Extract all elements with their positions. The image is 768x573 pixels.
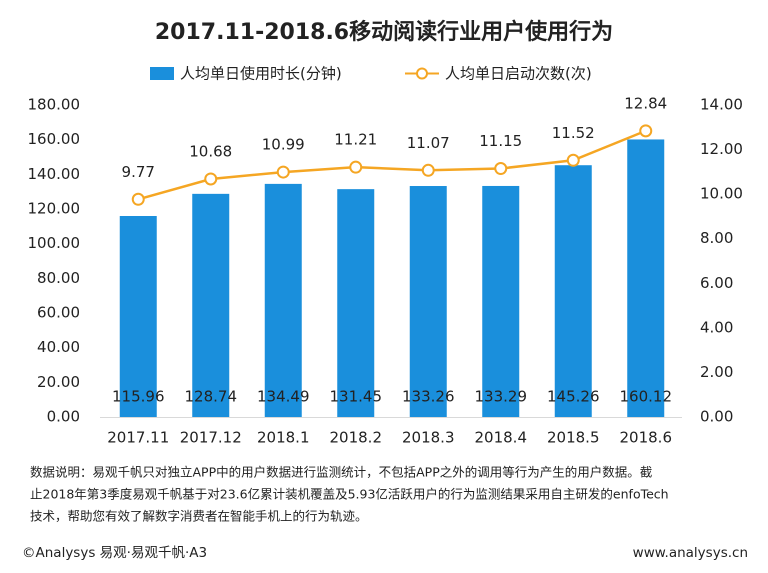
y-tick-label: 120.00 <box>28 200 81 218</box>
data-label: 11.52 <box>552 124 595 142</box>
y2-tick-label: 8.00 <box>700 229 733 247</box>
legend-label: 人均单日启动次数(次) <box>445 65 592 83</box>
website: www.analysys.cn <box>633 545 748 561</box>
line-point <box>421 163 435 177</box>
y-tick-label: 20.00 <box>37 373 80 391</box>
legend-swatch <box>150 67 174 80</box>
y2-tick-label: 6.00 <box>700 274 733 292</box>
y-tick-label: 0.00 <box>47 408 80 426</box>
y-tick-label: 100.00 <box>28 234 81 252</box>
bar <box>337 189 375 417</box>
line-point <box>204 172 218 186</box>
line-point <box>131 192 145 206</box>
x-tick-label: 2018.6 <box>620 429 673 447</box>
line-point <box>494 162 508 176</box>
y2-tick-label: 2.00 <box>700 363 733 381</box>
data-label: 115.96 <box>112 388 165 406</box>
data-label: 11.21 <box>334 131 377 149</box>
data-label: 145.26 <box>547 388 600 406</box>
bar <box>192 193 230 417</box>
x-tick-label: 2018.3 <box>402 429 455 447</box>
x-tick-label: 2018.5 <box>547 429 600 447</box>
line <box>137 129 647 201</box>
x-tick-label: 2017.11 <box>107 429 169 447</box>
y2-tick-label: 4.00 <box>700 318 733 336</box>
data-label: 134.49 <box>257 388 310 406</box>
x-tick-label: 2017.12 <box>180 429 242 447</box>
legend-label: 人均单日使用时长(分钟) <box>180 65 342 83</box>
y-tick-label: 80.00 <box>37 269 80 287</box>
data-label: 131.45 <box>330 388 383 406</box>
y2-tick-label: 14.00 <box>700 96 743 114</box>
line-point <box>639 124 653 138</box>
y2-tick-label: 12.00 <box>700 140 743 158</box>
source: ©Analysys 易观·易观千帆·A3 <box>22 545 207 561</box>
footnote: 数据说明：易观千帆只对独立APP中的用户数据进行监测统计，不包括APP之外的调用… <box>30 465 652 480</box>
x-tick-label: 2018.2 <box>330 429 383 447</box>
y-tick-label: 160.00 <box>28 130 81 148</box>
y2-tick-label: 0.00 <box>700 408 733 426</box>
y-tick-label: 180.00 <box>28 96 81 114</box>
data-label: 133.29 <box>475 388 528 406</box>
data-label: 10.99 <box>262 136 305 154</box>
data-label: 12.84 <box>624 94 667 112</box>
data-label: 11.15 <box>479 132 522 150</box>
bar <box>627 139 665 417</box>
bar <box>554 165 592 417</box>
bar <box>119 216 157 417</box>
footnote: 技术，帮助您有效了解数字消费者在智能手机上的行为轨迹。 <box>30 509 368 524</box>
line-point <box>276 165 290 179</box>
chart-title: 2017.11-2018.6移动阅读行业用户使用行为 <box>155 19 613 45</box>
data-label: 9.77 <box>122 163 155 181</box>
legend-swatch <box>416 67 428 80</box>
data-label: 10.68 <box>189 142 232 160</box>
data-label: 11.07 <box>407 134 450 152</box>
bar <box>409 186 447 417</box>
y2-tick-label: 10.00 <box>700 185 743 203</box>
y-tick-label: 140.00 <box>28 165 81 183</box>
footnote: 止2018年第3季度易观千帆基于对23.6亿累计装机覆盖及5.93亿活跃用户的行… <box>30 487 669 502</box>
data-label: 128.74 <box>185 388 238 406</box>
data-label: 133.26 <box>402 388 455 406</box>
y-tick-label: 60.00 <box>37 304 80 322</box>
line-point <box>349 160 363 174</box>
x-tick-label: 2018.4 <box>475 429 528 447</box>
y-tick-label: 40.00 <box>37 338 80 356</box>
data-label: 160.12 <box>620 388 673 406</box>
bar <box>482 185 520 417</box>
bar <box>264 183 302 417</box>
line-point <box>566 153 580 167</box>
x-tick-label: 2018.1 <box>257 429 310 447</box>
